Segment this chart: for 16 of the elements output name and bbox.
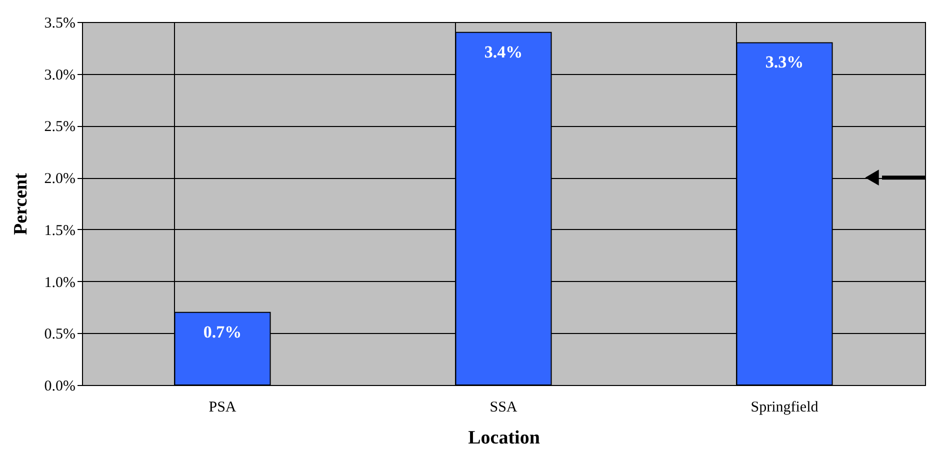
data-label: 3.3% — [765, 52, 804, 72]
y-tick-label: 1.0% — [44, 274, 76, 291]
y-tick-label: 0.0% — [44, 378, 76, 394]
y-tick-label: 3.0% — [44, 67, 76, 84]
data-label: 0.7% — [203, 322, 242, 342]
x-tick-label: Springfield — [750, 400, 819, 416]
y-tick-label: 0.5% — [44, 326, 76, 343]
x-axis-title: Location — [468, 428, 540, 448]
y-tick-label: 1.5% — [44, 222, 76, 239]
y-tick-label: 2.0% — [44, 171, 76, 188]
y-tick-label: 2.5% — [44, 119, 76, 136]
y-tick-label: 3.5% — [44, 16, 76, 32]
data-label: 3.4% — [484, 42, 523, 62]
x-tick-label: SSA — [490, 400, 518, 416]
y-axis-title: Percent — [10, 172, 32, 235]
x-tick-label: PSA — [208, 400, 236, 416]
